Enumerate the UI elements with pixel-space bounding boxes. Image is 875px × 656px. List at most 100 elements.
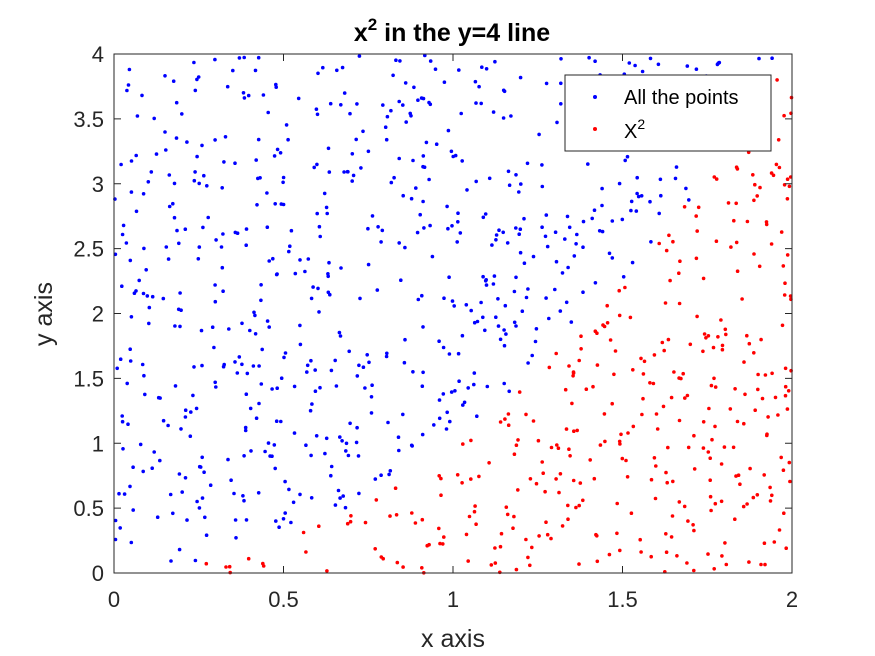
point-all [409, 196, 414, 201]
point-all [293, 271, 298, 276]
point-all [210, 325, 215, 330]
point-x-squared [747, 560, 751, 564]
point-all [287, 487, 291, 492]
point-x-squared [577, 503, 581, 508]
point-all [629, 199, 634, 204]
point-all [265, 319, 270, 323]
point-all [266, 110, 271, 115]
point-all [329, 473, 333, 478]
point-x-squared [640, 412, 644, 417]
point-all [318, 385, 322, 390]
point-x-squared [776, 138, 781, 142]
point-all [124, 241, 129, 245]
point-x-squared [577, 358, 581, 363]
point-all [587, 55, 591, 60]
point-x-squared [584, 387, 589, 392]
point-all [342, 91, 347, 95]
point-x-squared [758, 185, 762, 190]
point-x-squared [671, 479, 675, 484]
point-all [526, 287, 530, 291]
point-all [354, 440, 359, 445]
point-all [175, 228, 179, 233]
y-tick-label: 3 [92, 172, 104, 197]
point-all [649, 240, 653, 244]
point-all [544, 213, 549, 217]
point-all [237, 355, 242, 359]
point-all [770, 56, 774, 60]
point-x-squared [437, 526, 441, 531]
point-all [145, 294, 150, 298]
point-all [315, 112, 320, 117]
point-all [397, 99, 402, 104]
point-all [177, 241, 181, 246]
point-all [391, 73, 395, 78]
point-all [487, 176, 492, 181]
point-all [519, 182, 523, 186]
point-all [256, 55, 261, 60]
point-all [472, 382, 476, 387]
point-x-squared [741, 504, 746, 509]
point-all [600, 203, 604, 208]
point-all [329, 368, 334, 373]
point-x-squared [524, 412, 528, 417]
y-axis-ticks: 0 0.5 1 1.5 2 2.5 3 3.5 4 [73, 42, 792, 586]
point-x-squared [641, 396, 645, 401]
point-all [249, 449, 253, 453]
point-x-squared [301, 530, 306, 535]
point-all [226, 457, 230, 462]
point-all [344, 449, 348, 453]
point-x-squared [783, 366, 788, 371]
point-all [256, 137, 261, 142]
point-all [397, 448, 401, 453]
point-all [192, 178, 197, 183]
point-x-squared [783, 281, 787, 286]
point-all [445, 410, 450, 415]
point-all [140, 362, 145, 367]
point-x-squared [540, 460, 544, 464]
point-all [298, 323, 302, 328]
point-all [257, 401, 261, 406]
point-x-squared [753, 182, 757, 187]
point-all [241, 494, 245, 498]
point-all [141, 469, 145, 474]
point-all [422, 226, 426, 230]
point-all [152, 450, 156, 454]
point-x-squared [756, 387, 760, 392]
point-x-squared [388, 514, 392, 518]
point-all [336, 488, 341, 493]
point-x-squared [657, 241, 661, 246]
point-all [311, 285, 315, 289]
point-all [268, 454, 272, 458]
point-all [404, 120, 409, 124]
point-all [494, 315, 498, 320]
point-x-squared [615, 501, 619, 506]
point-all [397, 241, 402, 245]
point-all [147, 321, 151, 326]
point-all [278, 151, 283, 155]
point-all [140, 93, 144, 98]
point-all [630, 260, 635, 265]
point-all [316, 286, 320, 291]
point-x-squared [747, 341, 752, 346]
point-all [593, 281, 598, 285]
point-x-squared [503, 417, 507, 421]
point-all [674, 165, 679, 169]
x-tick-label: 0 [108, 587, 120, 612]
point-all [129, 190, 134, 194]
point-all [428, 223, 432, 228]
point-x-squared [713, 501, 718, 506]
point-x-squared [641, 372, 646, 376]
point-all [351, 173, 356, 178]
point-all [313, 368, 318, 372]
point-all [446, 226, 450, 231]
point-all [481, 215, 486, 220]
point-x-squared [782, 113, 786, 118]
point-x-squared [781, 468, 786, 473]
point-all [222, 160, 226, 164]
point-all [279, 376, 284, 381]
point-x-squared [742, 360, 746, 364]
point-x-squared [317, 524, 321, 528]
point-all [128, 484, 132, 489]
point-all [625, 154, 630, 159]
point-all [229, 478, 233, 483]
